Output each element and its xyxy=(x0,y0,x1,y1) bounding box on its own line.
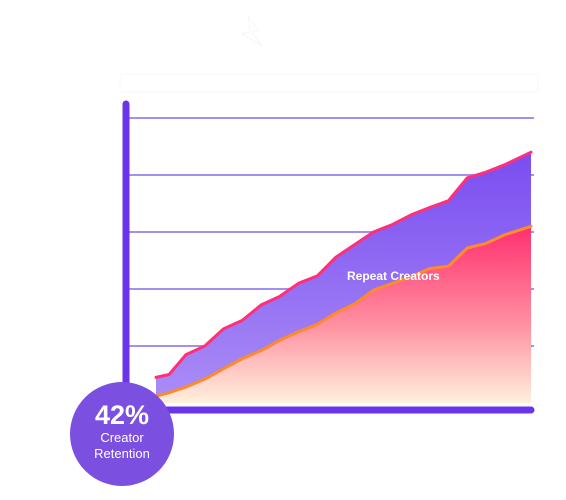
y-tick-label-4: 4 xyxy=(80,168,87,183)
badge-line-1: Creator xyxy=(100,430,144,445)
y-tick-label-5: 5 xyxy=(80,111,87,126)
repeat-creators-line xyxy=(154,224,533,398)
y-tick-label-2: 2 xyxy=(80,282,87,297)
badge-line-2: Retention xyxy=(94,446,150,461)
y-tick-label-1: 1 xyxy=(80,339,87,354)
y-tick-label-3: 3 xyxy=(80,225,87,240)
repeat-creators-label: Repeat Creators xyxy=(347,269,440,283)
faint-title-bar xyxy=(119,73,539,93)
repeat-creators-area xyxy=(156,226,531,403)
area-fills xyxy=(156,152,531,403)
all-creators-line xyxy=(154,150,533,379)
series-lines xyxy=(154,150,533,398)
all-creators-area xyxy=(156,152,531,397)
brand-logo-text: LAUNCH xyxy=(282,19,383,46)
retention-badge: 42% Creator Retention xyxy=(70,382,174,486)
rocket-icon xyxy=(240,15,263,47)
brand-logo: LAUNCH xyxy=(240,15,383,47)
badge-value: 42% xyxy=(94,400,150,430)
y-tick-labels: 1 2 3 4 5 xyxy=(80,111,87,354)
